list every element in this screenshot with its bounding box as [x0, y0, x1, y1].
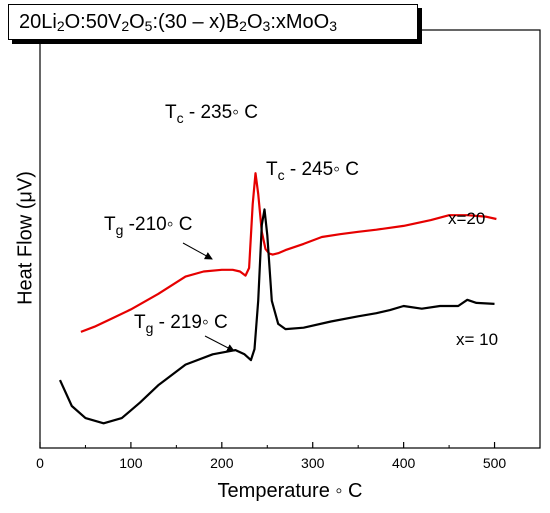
- x-tick-label: 500: [483, 455, 507, 471]
- x-tick-label: 0: [36, 455, 44, 471]
- series-line-x10: [58, 208, 495, 425]
- annotation-tg-210: Tg -210◦ C: [104, 214, 192, 238]
- series-lines: [58, 172, 497, 425]
- series-label-x20: x=20: [448, 209, 485, 228]
- series-line-x20: [80, 172, 497, 333]
- x-axis-ticks: 0 100 200 300 400 500: [36, 442, 506, 471]
- annotations: Tc - 235◦ C Tc - 245◦ C Tg -210◦ C Tg - …: [104, 102, 359, 352]
- annotation-arrow-tg-210: [182, 242, 213, 260]
- chart-title: 20Li2O:50V2O5:(30 – x)B2O3:xMoO3: [8, 4, 418, 40]
- y-axis-label: Heat Flow (μV): [14, 171, 37, 305]
- series-label-x10: x= 10: [456, 330, 498, 349]
- x-tick-label: 100: [119, 455, 143, 471]
- annotation-tc-245: Tc - 245◦ C: [266, 159, 359, 183]
- x-tick-label: 300: [301, 455, 325, 471]
- annotation-tg-219: Tg - 219◦ C: [134, 312, 228, 336]
- x-axis-label: Temperature ◦ C: [217, 480, 363, 502]
- annotation-arrow-tg-219: [204, 335, 235, 352]
- x-tick-label: 200: [210, 455, 234, 471]
- annotation-tc-235: Tc - 235◦ C: [165, 102, 258, 126]
- ann-main: T: [165, 102, 177, 123]
- x-tick-label: 400: [392, 455, 416, 471]
- plot-frame: [39, 29, 541, 449]
